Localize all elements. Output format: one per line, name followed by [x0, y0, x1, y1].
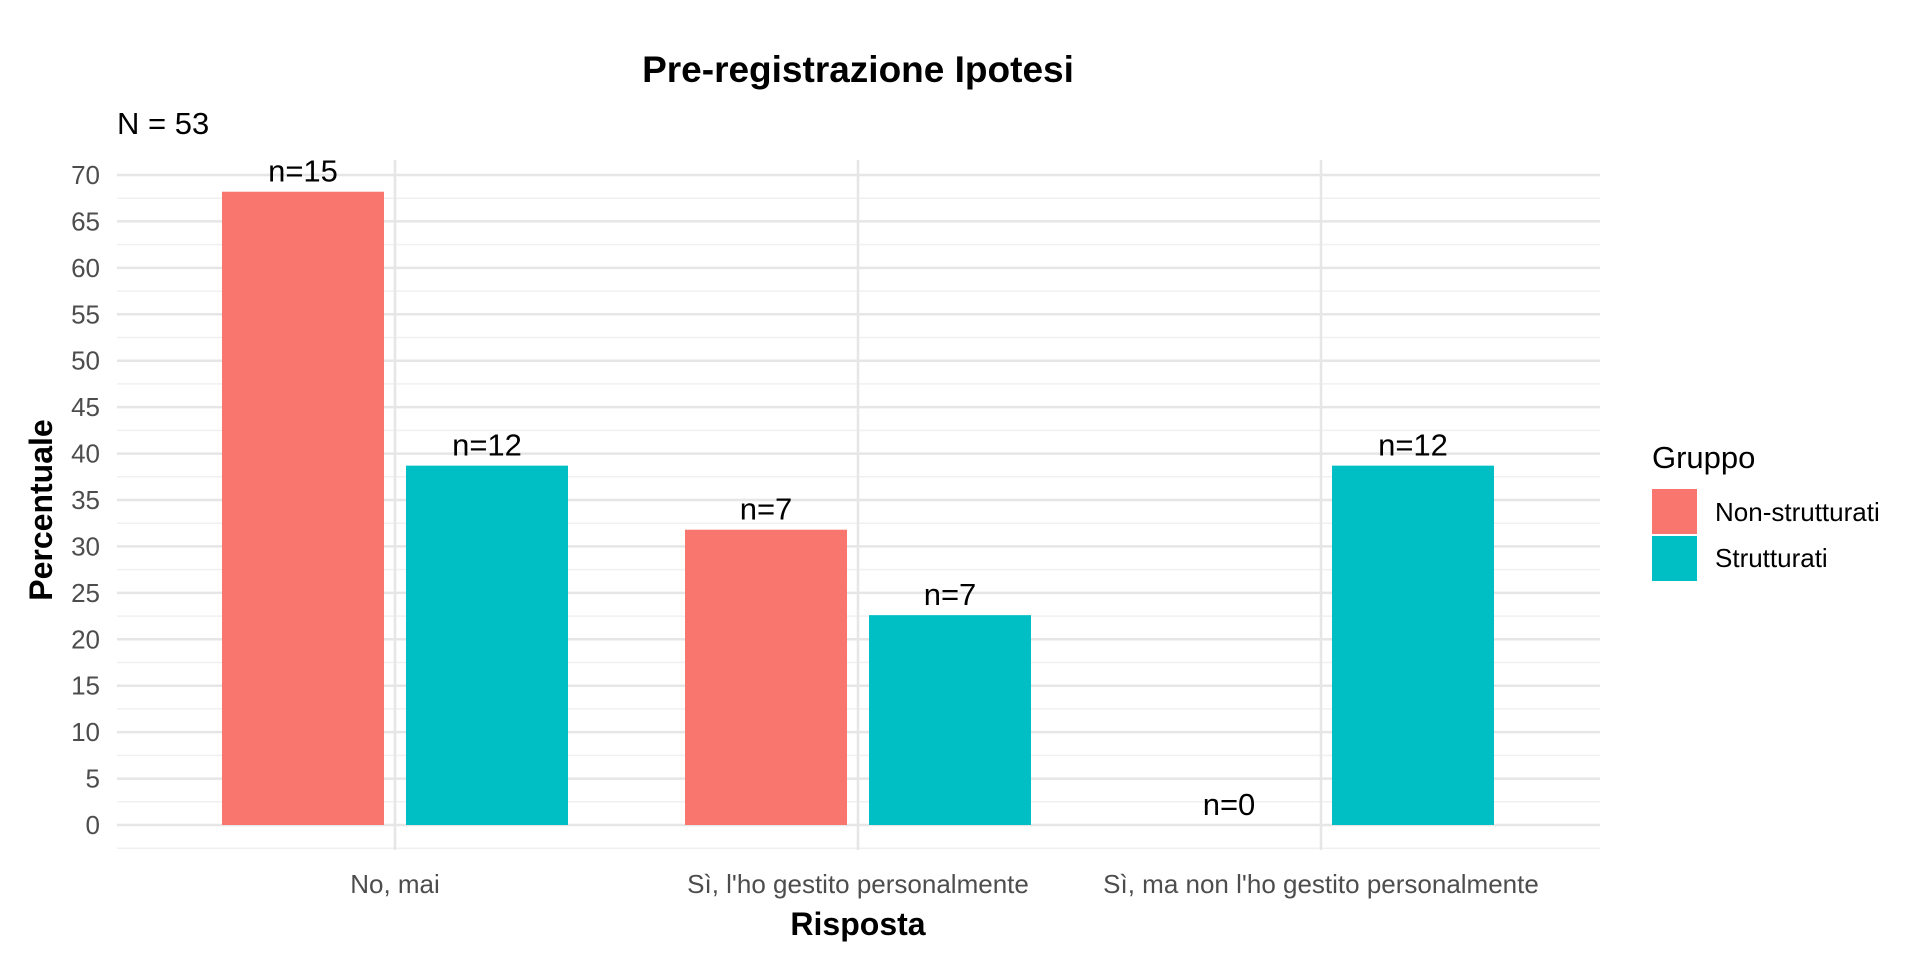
- x-tick-label: No, mai: [350, 869, 440, 899]
- legend-swatch-strutturati: [1652, 536, 1697, 581]
- bar-data-label: n=7: [740, 492, 793, 527]
- x-axis-ticks: No, mai Sì, l'ho gestito personalmente Sì,…: [350, 869, 1539, 899]
- x-tick-label: Sì, ma non l'ho gestito personalmente: [1103, 869, 1539, 899]
- y-tick-label: 55: [71, 299, 100, 329]
- bar-strutturati-0: [406, 465, 568, 825]
- bar-non-strutturati-1: [685, 529, 847, 825]
- bar-data-label: n=12: [1378, 428, 1448, 463]
- y-tick-label: 30: [71, 531, 100, 561]
- y-tick-label: 60: [71, 253, 100, 283]
- y-tick-label: 0: [86, 810, 100, 840]
- y-tick-label: 65: [71, 206, 100, 236]
- y-tick-label: 20: [71, 624, 100, 654]
- bar-data-label: n=7: [924, 577, 977, 612]
- bar-data-label: n=15: [268, 154, 338, 189]
- bar-data-label: n=0: [1203, 787, 1256, 822]
- bar-strutturati-2: [1332, 465, 1494, 825]
- x-axis-title: Risposta: [790, 906, 925, 942]
- x-tick-label: Sì, l'ho gestito personalmente: [687, 869, 1029, 899]
- y-tick-label: 45: [71, 392, 100, 422]
- bar-strutturati-1: [869, 615, 1031, 825]
- y-tick-label: 70: [71, 160, 100, 190]
- bar-labels: n=15 n=7 n=0 n=12 n=7 n=12: [268, 154, 1448, 822]
- bars: [222, 191, 1494, 825]
- chart-title: Pre-registrazione Ipotesi: [642, 49, 1074, 90]
- y-axis-ticks: 0 5 10 15 20 25 30 35 40 45 50 55 60 65 70: [71, 160, 100, 840]
- y-tick-label: 10: [71, 717, 100, 747]
- bar-non-strutturati-0: [222, 191, 384, 825]
- legend-swatch-non-strutturati: [1652, 489, 1697, 534]
- legend-title: Gruppo: [1652, 440, 1755, 475]
- legend: Gruppo Non-strutturati Strutturati: [1652, 440, 1880, 581]
- y-tick-label: 15: [71, 671, 100, 701]
- bar-data-label: n=12: [452, 428, 522, 463]
- y-tick-label: 50: [71, 346, 100, 376]
- y-tick-label: 25: [71, 578, 100, 608]
- y-tick-label: 35: [71, 485, 100, 515]
- y-tick-label: 5: [86, 764, 100, 794]
- legend-label-strutturati: Strutturati: [1715, 543, 1828, 573]
- chart-subtitle: N = 53: [117, 106, 209, 141]
- y-axis-title: Percentuale: [23, 419, 59, 600]
- y-tick-label: 40: [71, 439, 100, 469]
- legend-label-non-strutturati: Non-strutturati: [1715, 497, 1880, 527]
